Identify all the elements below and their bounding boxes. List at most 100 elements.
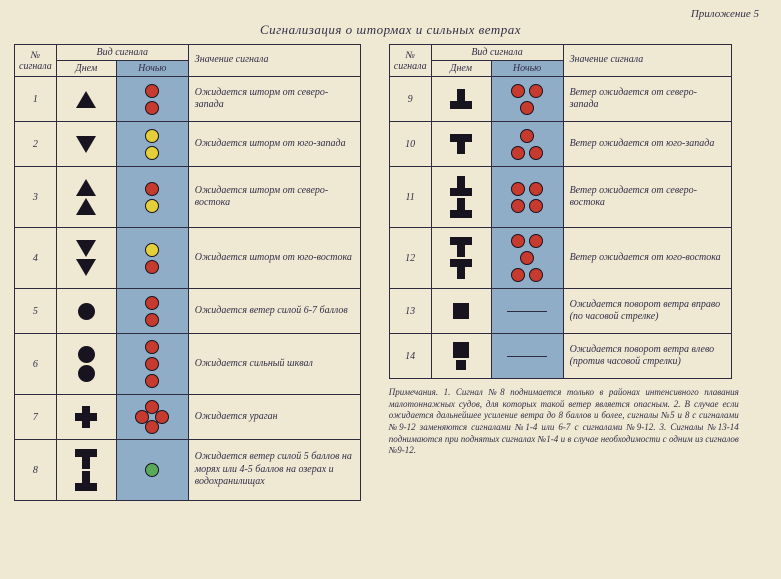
signal-meaning: Ожидается шторм от северо-запада xyxy=(188,77,360,122)
signal-number: 1 xyxy=(15,77,57,122)
tables-wrapper: № сигнала Вид сигнала Значение сигнала Д… xyxy=(14,44,767,501)
light-yel-icon xyxy=(145,243,159,257)
hdr-meaning: Значение сигнала xyxy=(188,45,360,77)
table-row: 7Ожидается ураган xyxy=(15,395,361,440)
light-red-icon xyxy=(511,199,525,213)
signals-table-left: № сигнала Вид сигнала Значение сигнала Д… xyxy=(14,44,361,501)
signal-meaning: Ветер ожидается от северо-запада xyxy=(563,77,731,122)
right-column: № сигнала Вид сигнала Значение сигнала Д… xyxy=(389,44,739,457)
hdr-night: Ночью xyxy=(116,61,188,77)
table-row: 3 Ожидается шторм от северо-востока xyxy=(15,167,361,228)
signals-table-right: № сигнала Вид сигнала Значение сигнала Д… xyxy=(389,44,732,379)
light-red-icon xyxy=(511,146,525,160)
signal-number: 9 xyxy=(389,77,431,122)
night-symbol-cell xyxy=(116,167,188,228)
t-up-icon xyxy=(450,176,472,196)
triangle-up-icon xyxy=(76,179,96,196)
day-symbol-cell xyxy=(56,122,116,167)
night-symbol-cell xyxy=(116,122,188,167)
page-title: Сигнализация о штормах и сильных ветрах xyxy=(14,22,767,38)
hdr-vid: Вид сигнала xyxy=(56,45,188,61)
square-icon xyxy=(453,303,469,319)
night-symbol-cell xyxy=(116,289,188,334)
hdr-day: Днем xyxy=(431,61,491,77)
night-symbol-cell xyxy=(116,228,188,289)
night-symbol-cell xyxy=(491,77,563,122)
table-row: 14 Ожидается поворот ветра влево (против … xyxy=(389,334,731,379)
day-symbol-cell xyxy=(56,228,116,289)
day-symbol-cell xyxy=(56,334,116,395)
light-red-icon xyxy=(511,268,525,282)
t-up-icon xyxy=(75,471,97,491)
triangle-down-icon xyxy=(76,136,96,153)
signal-number: 12 xyxy=(389,228,431,289)
light-red-icon xyxy=(529,182,543,196)
plus-icon xyxy=(75,406,97,428)
light-red-icon xyxy=(529,234,543,248)
signal-meaning: Ожидается ветер силой 6-7 баллов xyxy=(188,289,360,334)
day-symbol-cell xyxy=(56,440,116,501)
t-up-icon xyxy=(450,198,472,218)
table-row: 9 Ветер ожидается от северо-запада xyxy=(389,77,731,122)
light-pair xyxy=(511,182,543,196)
light-pair xyxy=(511,234,543,248)
table-row: 1 Ожидается шторм от северо-запада xyxy=(15,77,361,122)
night-symbol-cell xyxy=(491,122,563,167)
light-red-icon xyxy=(145,296,159,310)
light-red-icon xyxy=(520,129,534,143)
hdr-meaning: Значение сигнала xyxy=(563,45,731,77)
light-grn-icon xyxy=(145,463,159,477)
signal-number: 14 xyxy=(389,334,431,379)
signal-number: 5 xyxy=(15,289,57,334)
signal-number: 6 xyxy=(15,334,57,395)
night-symbol-cell xyxy=(116,77,188,122)
signal-number: 13 xyxy=(389,289,431,334)
signal-meaning: Ожидается сильный шквал xyxy=(188,334,360,395)
diamond-lights-icon xyxy=(135,400,169,434)
dash-icon xyxy=(507,311,547,312)
light-red-icon xyxy=(529,84,543,98)
light-red-icon xyxy=(145,182,159,196)
light-red-icon xyxy=(511,234,525,248)
light-red-icon xyxy=(529,268,543,282)
signal-meaning: Ожидается поворот ветра влево (против ча… xyxy=(563,334,731,379)
day-symbol-cell xyxy=(56,77,116,122)
light-red-icon xyxy=(511,84,525,98)
signal-meaning: Ожидается поворот ветра вправо (по часов… xyxy=(563,289,731,334)
signal-meaning: Ветер ожидается от юго-востока xyxy=(563,228,731,289)
signal-number: 3 xyxy=(15,167,57,228)
signal-number: 2 xyxy=(15,122,57,167)
day-symbol-cell xyxy=(431,122,491,167)
table-row: 6 Ожидается сильный шквал xyxy=(15,334,361,395)
light-yel-icon xyxy=(145,129,159,143)
light-pair xyxy=(511,268,543,282)
day-symbol-cell xyxy=(431,77,491,122)
signal-meaning: Ожидается ветер силой 5 баллов на морях … xyxy=(188,440,360,501)
circle-icon xyxy=(78,346,95,363)
light-red-icon xyxy=(145,357,159,371)
signal-meaning: Ожидается ураган xyxy=(188,395,360,440)
signal-meaning: Ожидается шторм от юго-запада xyxy=(188,122,360,167)
light-pair xyxy=(511,146,543,160)
night-symbol-cell xyxy=(491,289,563,334)
circle-icon xyxy=(78,365,95,382)
light-red-icon xyxy=(145,340,159,354)
notes-text: Примечания. 1. Сигнал №8 поднимается тол… xyxy=(389,387,739,457)
t-up-icon xyxy=(450,89,472,109)
night-symbol-cell xyxy=(116,395,188,440)
night-symbol-cell xyxy=(116,334,188,395)
signal-number: 4 xyxy=(15,228,57,289)
square-icon xyxy=(453,342,469,358)
table-row: 10Ветер ожидается от юго-запада xyxy=(389,122,731,167)
signal-meaning: Ожидается шторм от северо-востока xyxy=(188,167,360,228)
signal-number: 11 xyxy=(389,167,431,228)
table-row: 4 Ожидается шторм от юго-востока xyxy=(15,228,361,289)
light-red-icon xyxy=(145,101,159,115)
light-red-icon xyxy=(145,374,159,388)
circle-icon xyxy=(78,303,95,320)
night-symbol-cell xyxy=(116,440,188,501)
signal-meaning: Ожидается шторм от юго-востока xyxy=(188,228,360,289)
day-symbol-cell xyxy=(56,395,116,440)
triangle-up-icon xyxy=(76,91,96,108)
day-symbol-cell xyxy=(56,167,116,228)
